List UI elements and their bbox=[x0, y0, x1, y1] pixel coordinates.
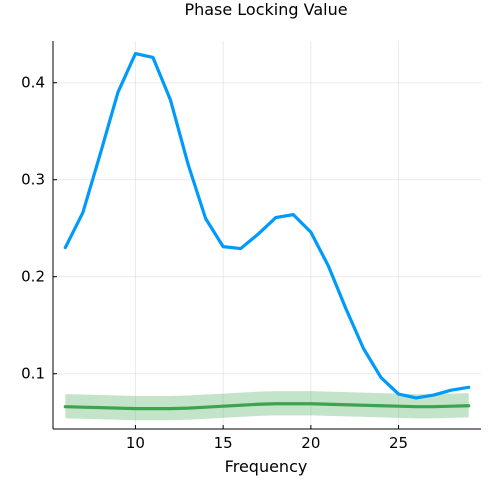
y-tick-label: 0.3 bbox=[21, 171, 45, 189]
chart-title: Phase Locking Value bbox=[184, 0, 347, 19]
series-2-line bbox=[63, 402, 471, 411]
x-tick-label: 10 bbox=[126, 434, 145, 452]
grid bbox=[53, 41, 481, 429]
x-tick-label: 25 bbox=[389, 434, 408, 452]
tick-labels: 10 15 20 25 0.1 0.2 0.3 0.4 bbox=[21, 74, 408, 452]
x-tick-label: 20 bbox=[301, 434, 320, 452]
y-tick-label: 0.2 bbox=[21, 268, 45, 286]
y-tick-label: 0.1 bbox=[21, 365, 45, 383]
confidence-bands bbox=[65, 391, 469, 421]
y-tick-label: 0.4 bbox=[21, 74, 45, 92]
series-1-line bbox=[63, 52, 471, 400]
x-tick-label: 15 bbox=[214, 434, 233, 452]
series-lines bbox=[63, 52, 471, 411]
axes bbox=[52, 41, 481, 430]
x-axis-label: Frequency bbox=[225, 457, 308, 476]
series-2-band bbox=[65, 391, 469, 421]
